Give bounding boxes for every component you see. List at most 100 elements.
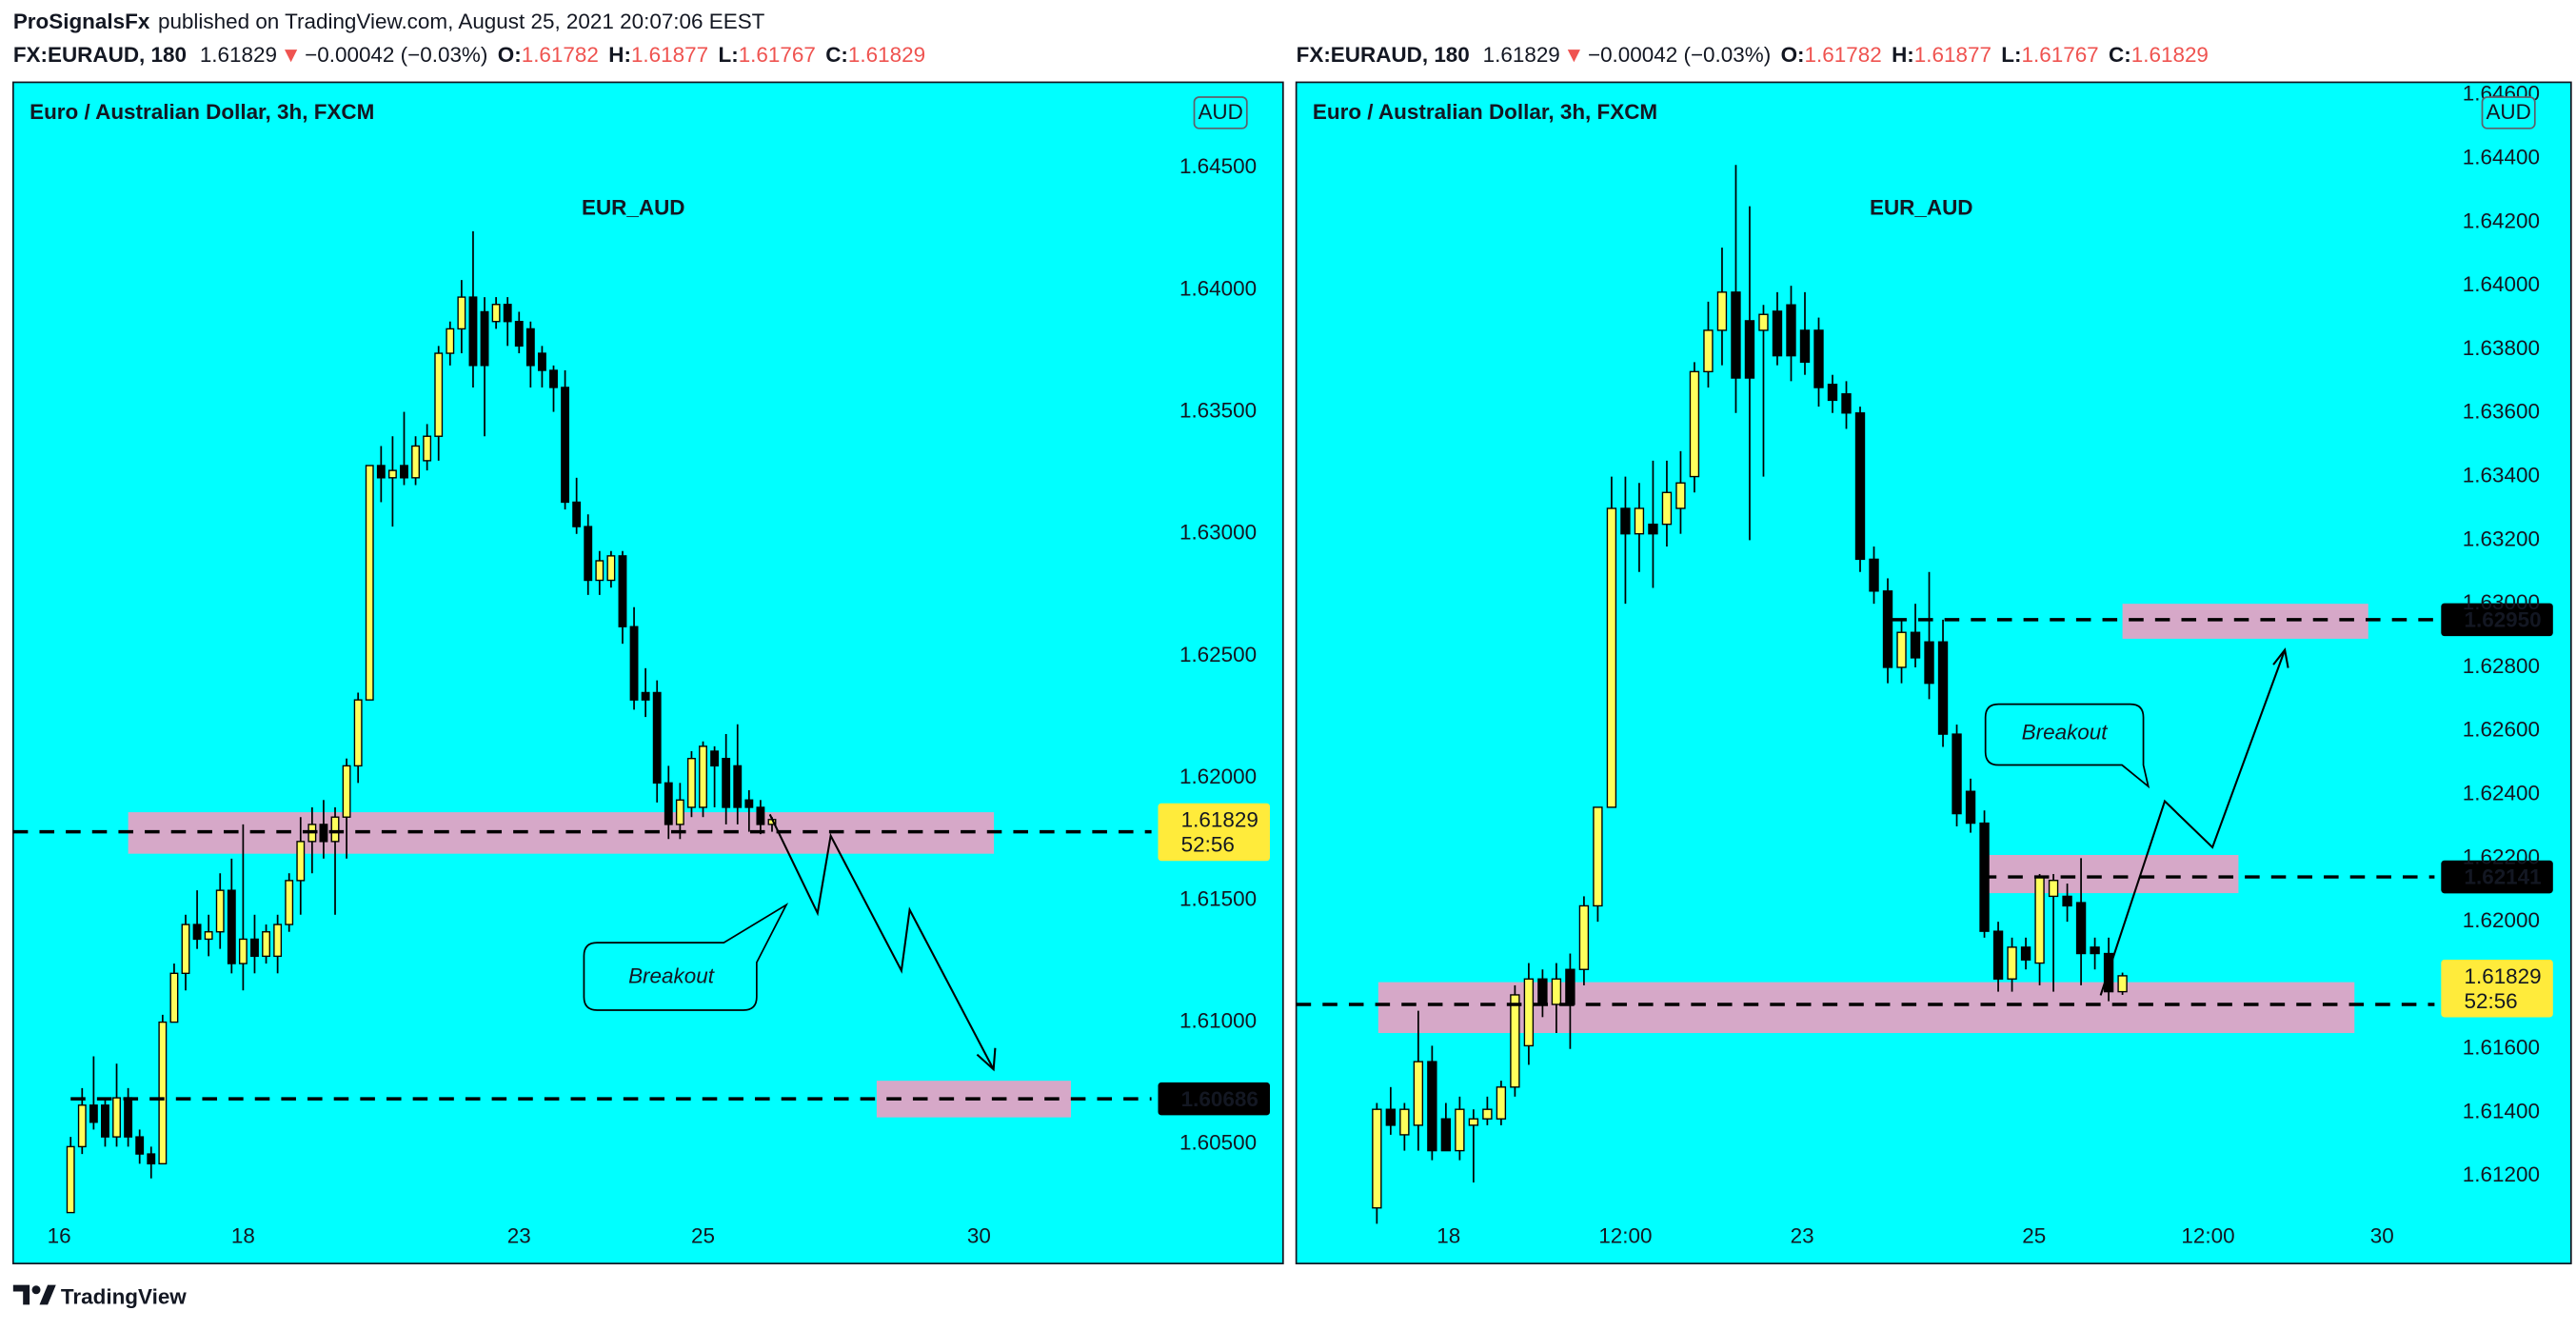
candle-body [1523, 978, 1535, 1047]
candle-body [1578, 904, 1590, 970]
candle-body [1689, 370, 1700, 478]
candle-body [675, 799, 684, 825]
x-tick-label: 30 [967, 1223, 991, 1247]
chart-panel: EUR_AUD 1.60686 1.60500 1.61000 1.61500 1.620… [11, 81, 1284, 1264]
callout [583, 903, 789, 1011]
x-tick-label: 18 [231, 1223, 255, 1247]
ohlc-value: 1.61829 [2131, 43, 2209, 67]
level-tag [1158, 1082, 1270, 1116]
ohlc-key: C: [2109, 43, 2131, 67]
x-tick-label: 18 [1437, 1223, 1460, 1247]
currency: AUD [2486, 100, 2530, 124]
ohlc-key: H: [1892, 43, 1914, 67]
y-tick-label: 1.64000 [2463, 272, 2540, 296]
y-tick-label: 1.63500 [1179, 399, 1257, 423]
candle-body [124, 1097, 133, 1138]
chart-panel: EUR_AUD 1.62950 1.62141 1.61200 1.61400 1.616… [1295, 81, 2572, 1264]
change: −0.00042 (−0.03%) [1588, 43, 1771, 67]
candle-body [169, 972, 179, 1023]
change: −0.00042 (−0.03%) [305, 43, 487, 67]
candle-body [434, 352, 444, 437]
candle-body [1952, 733, 1962, 815]
ohlc-value: 1.61767 [2022, 43, 2099, 67]
candle-body [1427, 1061, 1437, 1152]
y-tick-label: 1.63600 [2463, 400, 2540, 424]
candle-body [584, 526, 593, 582]
y-tick-label: 1.63200 [2463, 526, 2540, 550]
x-tick-label: 16 [48, 1223, 71, 1247]
candle-body [1896, 631, 1907, 668]
y-tick-label: 1.62800 [2463, 654, 2540, 678]
x-tick-label: 25 [691, 1223, 715, 1247]
y-tick-label: 1.61500 [1179, 886, 1257, 910]
arrow-head [2272, 647, 2289, 668]
annotations: Breakout Breakout [583, 647, 2289, 1072]
x-tick-label: 30 [2370, 1223, 2394, 1247]
price: 1.61829 [1483, 43, 1560, 67]
candle-body [1440, 1118, 1452, 1152]
down-arrow: ▼ [280, 43, 301, 67]
candle-body [1510, 994, 1520, 1088]
candle-body [1634, 507, 1645, 535]
candle-body [652, 691, 662, 785]
candle-body [1399, 1108, 1410, 1136]
candle-body [525, 328, 535, 367]
x-tick-label: 23 [1791, 1223, 1814, 1247]
candle-body [1620, 507, 1631, 535]
symbol: FX:EURAUD, 180 [1297, 43, 1470, 67]
candle-body [387, 469, 397, 479]
candle-body [1813, 329, 1824, 388]
logo [12, 1284, 30, 1305]
last-price: 1.61829 [1181, 808, 1258, 832]
y-tick-label: 1.62500 [1179, 643, 1257, 666]
candle-body [147, 1153, 156, 1165]
candle-body [664, 782, 673, 825]
arrow [2099, 649, 2287, 996]
candle-body [618, 555, 627, 627]
candle-body [1703, 329, 1714, 373]
candle-body [423, 435, 432, 462]
candle-body [1593, 806, 1603, 907]
candle-body [376, 465, 386, 479]
y-tick-label: 1.63000 [1179, 521, 1257, 545]
callout-text: Breakout [628, 963, 716, 987]
candle-body [319, 824, 328, 843]
candle-body [2034, 876, 2045, 964]
candle-body [2090, 946, 2100, 955]
callout [1984, 703, 2150, 789]
y-tick-label: 1.61400 [2463, 1099, 2540, 1122]
x-tick-label: 12:00 [2181, 1223, 2234, 1247]
y-tick-label: 1.64000 [1179, 276, 1257, 300]
candle-body [158, 1021, 168, 1165]
ohlc-value: 1.61877 [631, 43, 708, 67]
candle-body [1385, 1108, 1397, 1126]
x-tick-label: 23 [507, 1223, 531, 1247]
candle-body [1482, 1108, 1493, 1120]
candle-body [1910, 631, 1921, 659]
level-tag-label: 1.60686 [1181, 1087, 1258, 1111]
panel-background [11, 81, 1284, 1264]
candle-body [1468, 1118, 1479, 1126]
countdown: 52:56 [1181, 833, 1235, 857]
y-tick-label: 1.61600 [2463, 1036, 2540, 1060]
candle-body [756, 806, 765, 825]
candle-body [1744, 320, 1755, 379]
level-tag-label: 1.62141 [2464, 865, 2541, 889]
candle-body [1661, 491, 1673, 526]
price: 1.61829 [200, 43, 277, 67]
candle-body [1565, 968, 1575, 1005]
candle-body [89, 1104, 98, 1123]
ohlc-key: L: [718, 43, 738, 67]
y-tick-label: 1.63400 [2463, 464, 2540, 487]
candle-body [77, 1104, 87, 1148]
zone [128, 812, 995, 854]
last-price-tag [1158, 803, 1270, 862]
candle-body [1675, 482, 1686, 509]
ohlc-key: H: [608, 43, 631, 67]
currency: AUD [1198, 100, 1242, 124]
candle-body [1758, 313, 1769, 331]
arrow [768, 813, 995, 1070]
arrow-head [976, 1047, 997, 1072]
